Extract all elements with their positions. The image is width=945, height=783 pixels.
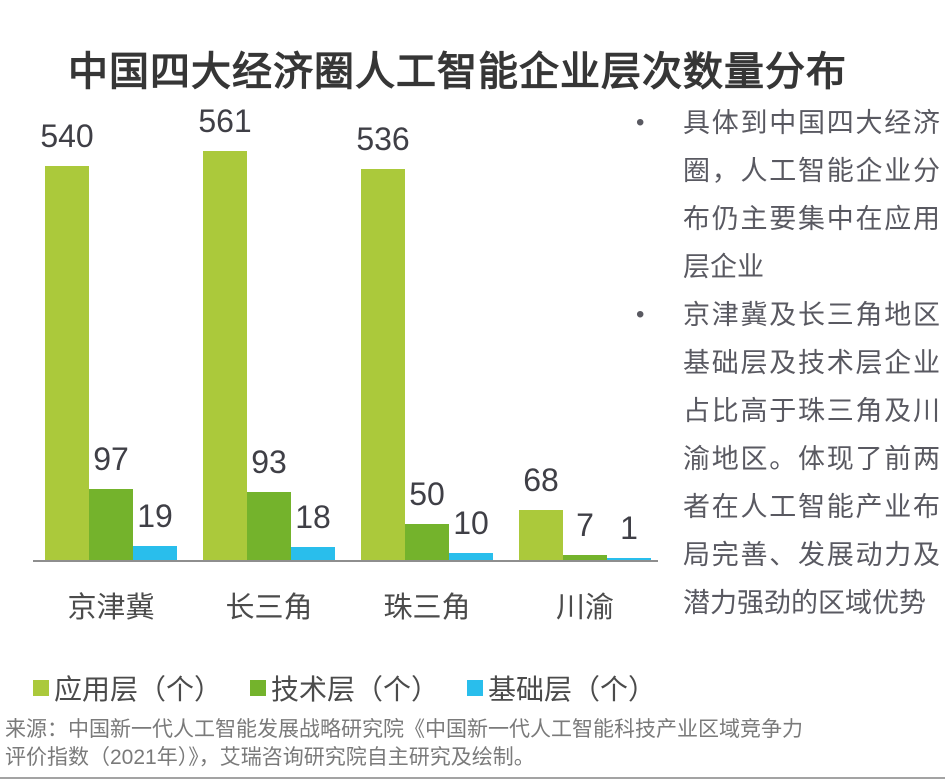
legend-item-2: 技术层（个）: [250, 668, 439, 708]
bar-chart: 540 97 19 561 93 18 536 50 10 68 7 1 京津冀 长三角 珠三角 川渝 应用…: [33, 100, 658, 708]
legend-swatch-icon: [250, 680, 267, 696]
legend-swatch-icon: [33, 680, 49, 696]
chart-legend: 应用层（个） 技术层（个） 基础层（个）: [33, 668, 658, 708]
bar-series-2: [563, 555, 607, 560]
bar-series-3: [449, 553, 493, 560]
legend-swatch-icon: [467, 680, 484, 696]
insight-bullet-1: 具体到中国四大经济圈，人工智能企业分布仍主要集中在应用层企业: [628, 99, 940, 291]
x-axis-labels: 京津冀 长三角 珠三角 川渝: [33, 584, 658, 626]
insight-bullet-list: 具体到中国四大经济圈，人工智能企业分布仍主要集中在应用层企业京津冀及长三角地区基…: [628, 99, 940, 627]
plot-area: 540 97 19 561 93 18 536 50 10 68 7 1: [33, 100, 658, 562]
bar-value-label: 540: [40, 118, 94, 155]
legend-label: 应用层（个）: [54, 674, 223, 705]
bar-cell: 19: [133, 500, 177, 560]
bar-value-label: 93: [251, 444, 287, 481]
bar-cell: 50: [405, 478, 449, 560]
bar-series-1: [519, 510, 563, 560]
source-line-2: 评价指数（2021年）》，艾瑞咨询研究院自主研究及绘制。: [5, 746, 535, 769]
chart-title: 中国四大经济圈人工智能企业层次数量分布: [68, 49, 847, 94]
bar-value-label: 50: [409, 476, 445, 513]
bar-value-label: 97: [93, 441, 129, 478]
bar-series-2: [247, 492, 291, 560]
x-axis-label-3: 珠三角: [383, 592, 471, 624]
bar-cell: 10: [449, 507, 493, 560]
x-axis-label-4: 川渝: [555, 592, 614, 624]
bar-value-label: 19: [137, 498, 173, 535]
bar-value-label: 7: [576, 507, 594, 544]
source-note: 来源：中国新一代人工智能发展战略研究院《中国新一代人工智能科技产业区域竞争力 评…: [5, 716, 905, 772]
bar-series-2: [405, 524, 449, 560]
bar-cell: 536: [356, 123, 410, 560]
legend-item-1: 应用层（个）: [33, 668, 222, 708]
source-line-1: 来源：中国新一代人工智能发展战略研究院《中国新一代人工智能科技产业区域竞争力: [5, 718, 803, 741]
bottom-divider: [0, 777, 945, 779]
bar-group-4: 68 7 1: [519, 464, 651, 560]
bar-value-label: 561: [198, 103, 252, 140]
legend-label: 技术层（个）: [271, 674, 440, 705]
bar-group-1: 540 97 19: [40, 120, 177, 560]
bar-value-label: 10: [453, 505, 489, 542]
bar-group-3: 536 50 10: [356, 123, 493, 560]
bar-value-label: 68: [523, 462, 559, 499]
insight-bullet-2: 京津冀及长三角地区基础层及技术层企业占比高于珠三角及川渝地区。体现了前两者在人工…: [628, 291, 940, 627]
bar-cell: 68: [519, 464, 563, 560]
x-axis-label-2: 长三角: [225, 592, 313, 624]
x-axis-label-1: 京津冀: [67, 592, 155, 624]
bar-cell: 7: [563, 509, 607, 560]
bar-cell: 93: [247, 446, 291, 560]
bar-cell: 18: [291, 501, 335, 560]
bar-cell: 540: [40, 120, 94, 560]
bar-cell: 97: [89, 443, 133, 560]
bar-series-2: [89, 489, 133, 560]
bar-series-1: [45, 166, 89, 560]
legend-label: 基础层（个）: [488, 674, 657, 705]
bar-value-label: 18: [295, 499, 331, 536]
bar-series-3: [133, 546, 177, 560]
bar-cell: 561: [198, 105, 252, 560]
bar-series-3: [291, 547, 335, 560]
bar-value-label: 536: [356, 121, 410, 158]
legend-item-3: 基础层（个）: [467, 668, 656, 708]
bar-series-1: [361, 169, 405, 560]
bar-series-1: [203, 151, 247, 560]
bar-group-2: 561 93 18: [198, 105, 335, 560]
